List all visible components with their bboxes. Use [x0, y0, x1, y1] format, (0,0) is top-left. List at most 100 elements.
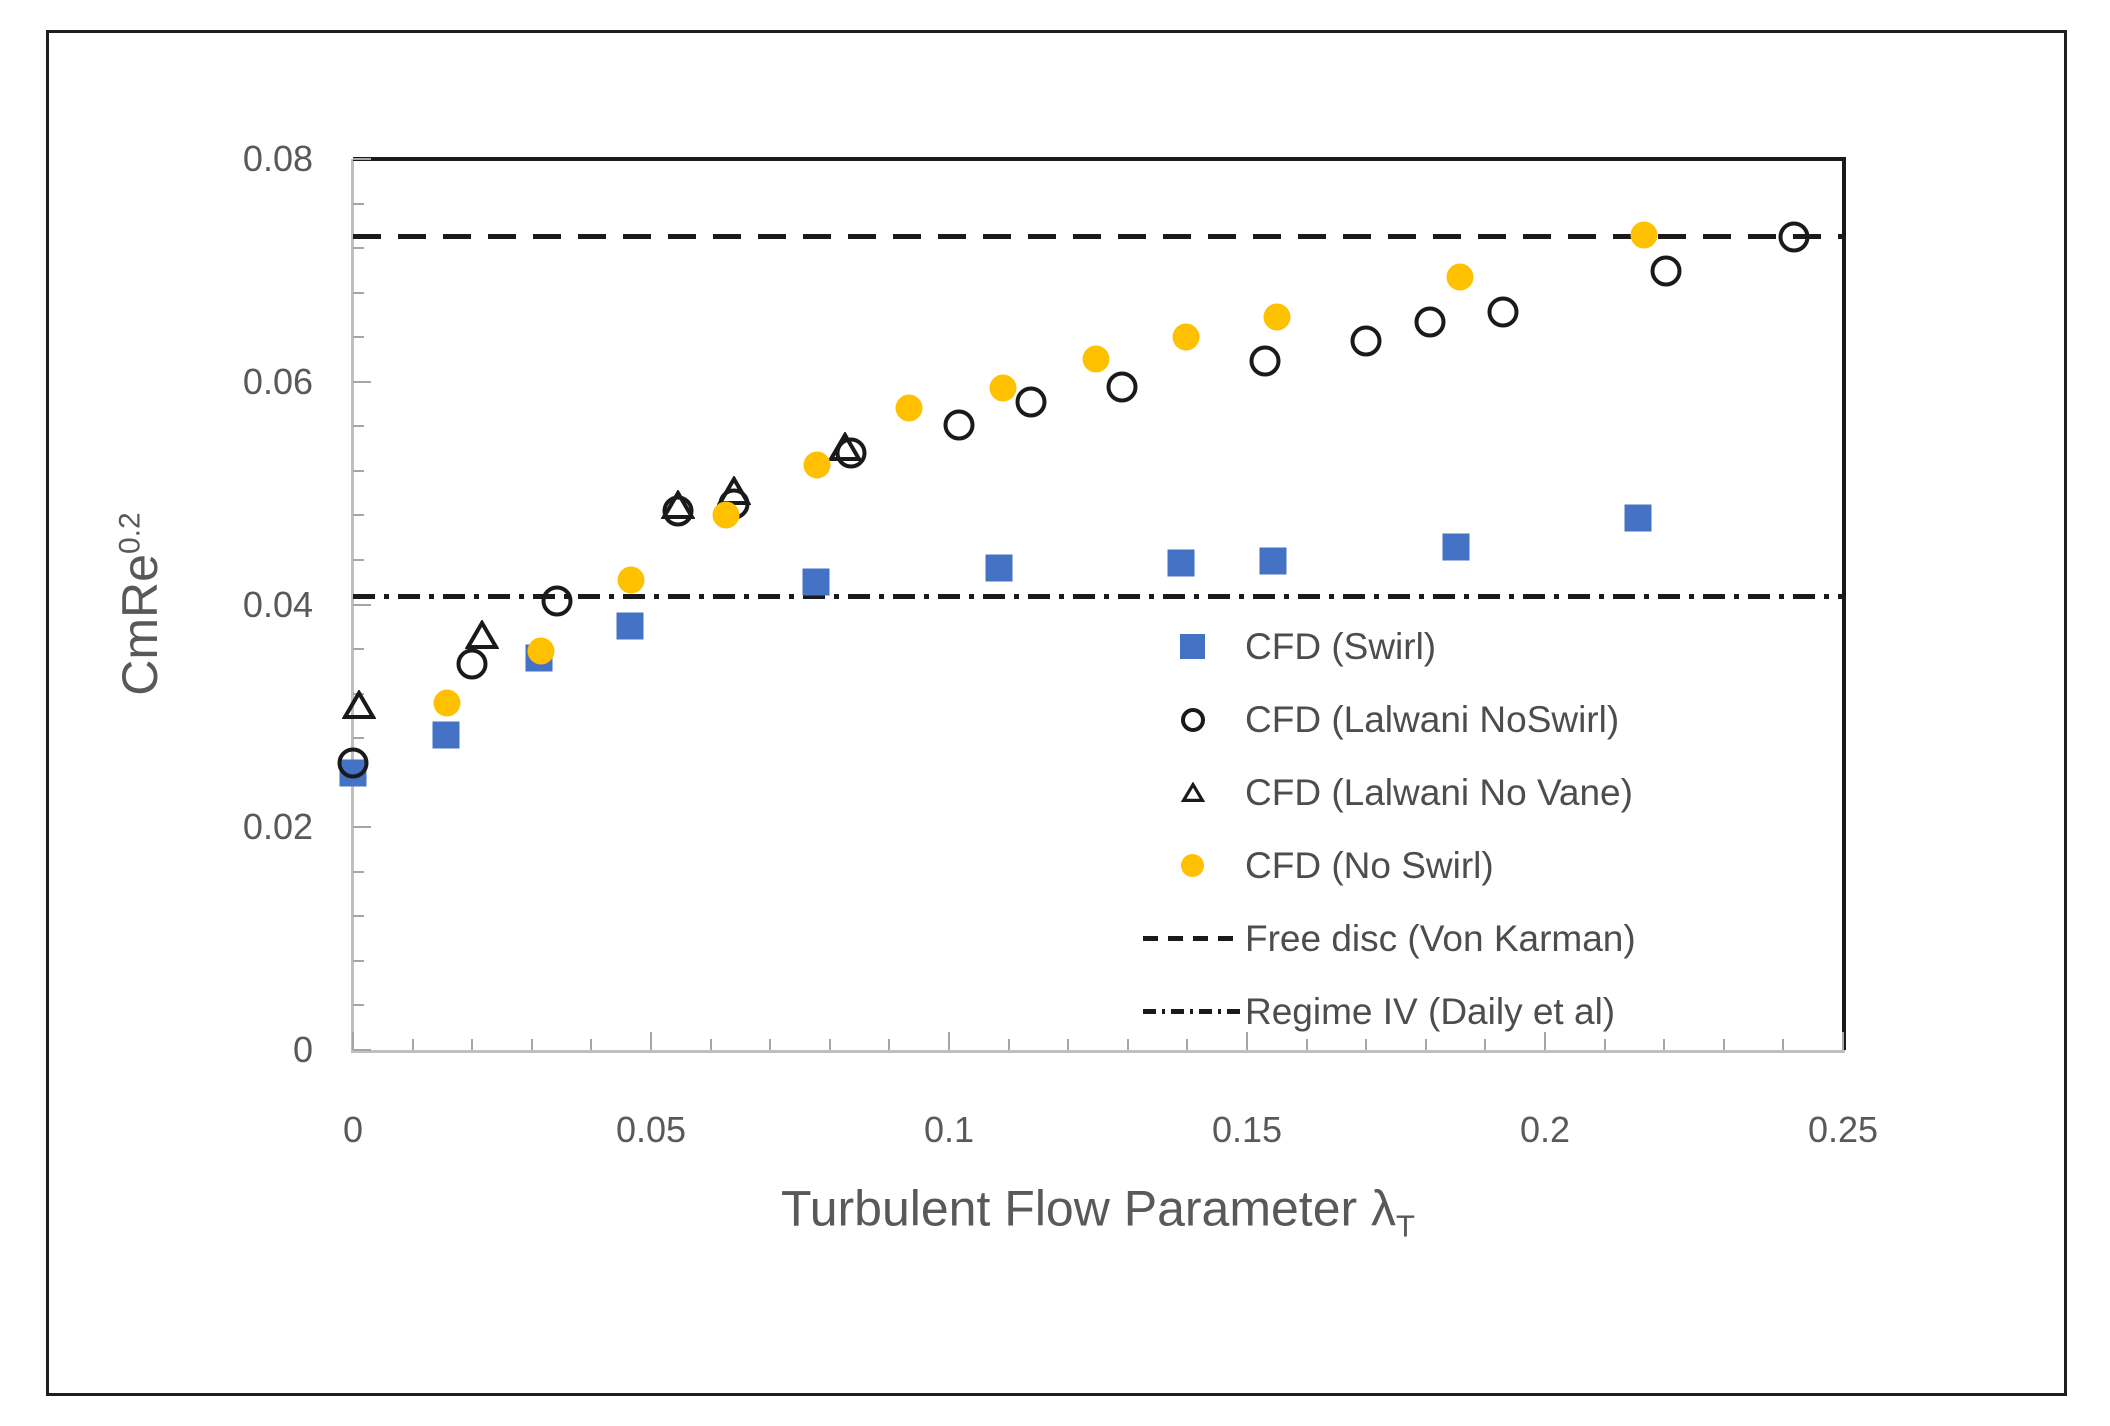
legend-marker-circle-filled	[1140, 854, 1245, 877]
data-point-circle-filled	[1446, 263, 1474, 291]
legend-item-label: Regime IV (Daily et al)	[1245, 990, 1616, 1032]
legend-item: CFD (Swirl)	[1140, 610, 1636, 683]
y-major-tick	[353, 826, 371, 829]
legend-marker-triangle-open	[1140, 781, 1245, 803]
x-minor-tick	[769, 1039, 772, 1050]
data-point-circle-filled	[895, 394, 923, 422]
data-point-triangle-open	[341, 688, 377, 720]
data-point-circle-open	[337, 747, 369, 779]
data-point-square-filled	[802, 568, 830, 596]
y-minor-tick	[353, 648, 364, 651]
y-minor-tick	[353, 202, 364, 205]
y-minor-tick	[353, 915, 364, 918]
x-axis-title: Turbulent Flow Parameter λT	[781, 1180, 1415, 1245]
legend: CFD (Swirl) CFD (Lalwani NoSwirl) CFD (Lal…	[1140, 610, 1636, 1048]
x-axis-line	[351, 1050, 1845, 1053]
y-axis-line	[351, 159, 354, 1052]
legend-item: CFD (Lalwani No Vane)	[1140, 756, 1636, 829]
data-point-square-filled	[985, 554, 1013, 582]
x-major-tick	[650, 1032, 652, 1050]
legend-item: CFD (Lalwani NoSwirl)	[1140, 683, 1636, 756]
x-minor-tick	[1663, 1039, 1666, 1050]
data-point-circle-open	[1350, 325, 1382, 357]
y-axis-title-text: CmRe	[112, 554, 168, 696]
legend-item-label: CFD (Lalwani No Vane)	[1245, 771, 1633, 813]
x-minor-tick	[1484, 1039, 1487, 1050]
x-minor-tick	[709, 1039, 712, 1050]
y-minor-tick	[353, 291, 364, 294]
x-tick-label: 0.25	[1807, 1109, 1879, 1150]
plot-right-border	[1842, 157, 1846, 1050]
data-point-square-filled	[1167, 549, 1195, 577]
data-point-circle-open	[835, 437, 867, 469]
legend-item-label: CFD (Swirl)	[1245, 625, 1437, 667]
x-minor-tick	[1305, 1039, 1308, 1050]
data-point-triangle-open	[464, 618, 500, 650]
x-tick-label: 0.15	[1211, 1109, 1283, 1150]
y-minor-tick	[353, 1004, 364, 1007]
x-major-tick	[1246, 1032, 1248, 1050]
x-minor-tick	[1126, 1039, 1129, 1050]
x-minor-tick	[1365, 1039, 1368, 1050]
legend-marker-dashdot-sample	[1140, 1009, 1245, 1014]
y-minor-tick	[353, 558, 364, 561]
x-minor-tick	[1424, 1039, 1427, 1050]
data-point-circle-open	[943, 409, 975, 441]
y-tick-label: 0.02	[242, 806, 313, 848]
legend-item: Regime IV (Daily et al)	[1140, 975, 1636, 1048]
y-minor-tick	[353, 514, 364, 517]
legend-dashdot-line-icon	[1142, 1009, 1243, 1014]
legend-item: Free disc (Von Karman)	[1140, 902, 1636, 975]
y-tick-label: 0.06	[242, 360, 313, 402]
data-point-circle-filled	[527, 637, 555, 665]
data-point-circle-filled	[1172, 323, 1200, 351]
data-point-square-filled	[1442, 533, 1470, 561]
x-tick-label: 0	[342, 1109, 364, 1150]
y-tick-label: 0.08	[242, 138, 313, 179]
data-point-circle-filled	[989, 374, 1017, 402]
data-point-square-filled	[1259, 547, 1287, 575]
x-minor-tick	[1782, 1039, 1785, 1050]
x-minor-tick	[1007, 1039, 1010, 1050]
x-minor-tick	[888, 1039, 891, 1050]
y-major-tick	[353, 603, 371, 606]
y-minor-tick	[353, 469, 364, 472]
y-tick-label: 0	[292, 1029, 313, 1070]
x-minor-tick	[471, 1039, 474, 1050]
data-point-triangle-open	[827, 431, 863, 462]
y-minor-tick	[353, 737, 364, 740]
data-point-circle-open	[1487, 296, 1519, 328]
legend-marker-dashed-sample	[1140, 936, 1245, 941]
regime-iv-line	[353, 594, 1843, 600]
legend-triangle-icon	[1180, 781, 1205, 803]
x-minor-tick	[590, 1039, 593, 1050]
data-point-circle-open	[1778, 221, 1810, 253]
data-point-circle-filled	[803, 451, 831, 479]
data-point-circle-filled	[433, 689, 461, 716]
y-major-tick	[353, 158, 371, 160]
x-major-tick	[352, 1032, 354, 1050]
x-axis-title-text: Turbulent Flow Parameter λ	[781, 1180, 1397, 1237]
x-minor-tick	[1722, 1039, 1725, 1050]
x-minor-tick	[1186, 1039, 1189, 1050]
data-point-square-filled	[616, 612, 644, 640]
von-karman-line	[353, 234, 1843, 240]
y-axis-title: CmRe0.2	[111, 512, 169, 695]
x-minor-tick	[828, 1039, 831, 1050]
data-point-circle-filled	[617, 566, 645, 594]
legend-square-icon	[1180, 634, 1205, 659]
data-point-circle-filled	[1630, 221, 1658, 249]
data-point-circle-open	[662, 495, 694, 527]
x-axis-title-subscript: T	[1396, 1208, 1415, 1244]
x-tick-label: 0.2	[1519, 1109, 1571, 1150]
x-major-tick	[1544, 1032, 1546, 1050]
x-minor-tick	[411, 1039, 414, 1050]
x-minor-tick	[530, 1039, 533, 1050]
legend-marker-square-filled	[1140, 634, 1245, 659]
data-point-circle-open	[1015, 386, 1047, 418]
y-minor-tick	[353, 870, 364, 873]
y-minor-tick	[353, 959, 364, 962]
data-point-circle-open	[1249, 345, 1281, 377]
x-major-tick	[1842, 1032, 1844, 1050]
x-tick-label: 0.1	[923, 1109, 975, 1150]
